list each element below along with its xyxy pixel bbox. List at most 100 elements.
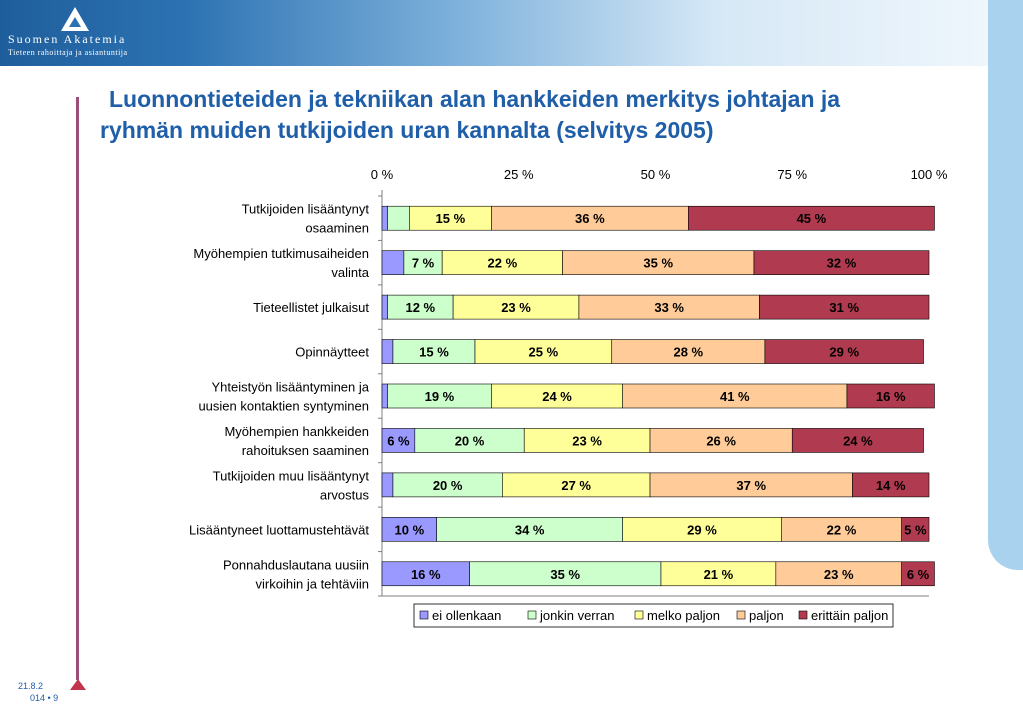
bar-segment	[381, 250, 405, 275]
x-tick-label: 100 %	[911, 167, 948, 182]
x-tick-label: 50 %	[641, 167, 671, 182]
data-label: 34 %	[515, 522, 545, 537]
org-name: Suomen Akatemia	[8, 32, 127, 46]
data-label: 5 %	[904, 522, 927, 537]
footer-date-line2: 014 • 9	[30, 693, 59, 703]
bar-segment	[523, 428, 651, 453]
bar-segment	[753, 250, 930, 275]
legend-swatch	[798, 610, 808, 620]
data-label: 16 %	[411, 567, 441, 582]
bar-segment	[660, 561, 777, 587]
bar-segment	[764, 339, 924, 364]
bar-segment	[452, 294, 580, 320]
bar-segment	[441, 250, 563, 275]
legend-box	[413, 603, 894, 628]
category-label: Myöhempien hankkeiden	[224, 424, 369, 439]
category-label: Tieteellistet julkaisut	[253, 300, 369, 315]
bar-segment	[649, 428, 793, 453]
bar-segment	[491, 383, 623, 409]
category-label: Myöhempien tutkimusaiheiden	[193, 246, 369, 261]
bar-segment	[387, 294, 454, 320]
data-label: 22 %	[488, 256, 518, 271]
category-label: Lisääntyneet luottamustehtävät	[189, 522, 369, 537]
bar-segment	[381, 428, 416, 453]
bar-segment	[502, 472, 651, 498]
legend-label: paljon	[749, 608, 784, 623]
bar-segment	[781, 517, 902, 542]
bar-segment	[562, 250, 755, 275]
x-tick-label: 25 %	[504, 167, 534, 182]
bar-segment	[901, 561, 935, 587]
data-label: 7 %	[412, 256, 435, 271]
data-label: 20 %	[433, 478, 463, 493]
data-label: 25 %	[529, 345, 559, 360]
data-label: 22 %	[827, 522, 857, 537]
data-label: 29 %	[829, 345, 859, 360]
bar-segment	[578, 294, 760, 320]
bar-segment	[491, 205, 689, 231]
data-label: 23 %	[501, 300, 531, 315]
bar-segment	[622, 383, 848, 409]
org-tagline: Tieteen rahoittaja ja asiantuntija	[8, 48, 128, 57]
data-label: 35 %	[643, 256, 673, 271]
data-label: 23 %	[572, 433, 602, 448]
bar-segment	[409, 205, 492, 231]
slide-rule	[76, 97, 79, 680]
legend-label: melko paljon	[647, 608, 720, 623]
data-label: 16 %	[876, 389, 906, 404]
data-label: 14 %	[876, 478, 906, 493]
bar-segment	[381, 383, 388, 409]
category-label: valinta	[331, 265, 369, 280]
data-label: 41 %	[720, 389, 750, 404]
data-label: 27 %	[561, 478, 591, 493]
category-label: uusien kontaktien syntyminen	[198, 399, 369, 414]
data-label: 24 %	[542, 389, 572, 404]
data-label: 20 %	[455, 433, 485, 448]
category-label: osaaminen	[305, 221, 369, 236]
bar-segment	[474, 339, 613, 364]
bar-segment	[901, 517, 930, 542]
bar-segment	[649, 472, 853, 498]
footer-date-line1: 21.8.2	[18, 681, 44, 691]
legend-swatch	[527, 610, 537, 620]
data-label: 12 %	[405, 300, 435, 315]
bar-segment	[688, 205, 935, 231]
bar-segment	[381, 517, 438, 542]
bar-segment	[381, 205, 388, 231]
data-label: 21 %	[704, 567, 734, 582]
bar-segment	[381, 339, 394, 364]
footer-triangle-icon	[70, 679, 86, 690]
data-label: 6 %	[387, 433, 410, 448]
data-label: 23 %	[824, 567, 854, 582]
category-label: Tutkijoiden muu lisääntynyt	[213, 468, 370, 483]
bar-segment	[387, 383, 492, 409]
data-label: 36 %	[575, 211, 605, 226]
bar-segment	[611, 339, 766, 364]
bar-segment	[392, 472, 503, 498]
data-label: 45 %	[797, 211, 827, 226]
bar-segment	[381, 561, 470, 587]
bar-segment	[469, 561, 662, 587]
category-label: Opinnäytteet	[295, 345, 369, 360]
bar-segment	[381, 294, 388, 320]
slide-title-line1: Luonnontieteiden ja tekniikan alan hankk…	[109, 86, 841, 112]
data-label: 10 %	[395, 522, 425, 537]
legend-label: erittäin paljon	[811, 608, 888, 623]
bar-segment	[846, 383, 935, 409]
data-label: 37 %	[736, 478, 766, 493]
legend-swatch	[736, 610, 746, 620]
decorative-side-band	[988, 0, 1023, 570]
x-tick-label: 75 %	[777, 167, 807, 182]
data-label: 15 %	[436, 211, 466, 226]
category-label: arvostus	[320, 487, 370, 502]
data-label: 28 %	[673, 345, 703, 360]
category-label: Ponnahduslautana uusiin	[223, 557, 369, 572]
bar-segment	[414, 428, 525, 453]
data-label: 15 %	[419, 345, 449, 360]
category-label: rahoituksen saaminen	[242, 443, 369, 458]
slide-title: Luonnontieteiden ja tekniikan alan hankk…	[100, 84, 960, 146]
legend-swatch	[634, 610, 644, 620]
bar-segment	[392, 339, 476, 364]
bar-segment	[759, 294, 930, 320]
